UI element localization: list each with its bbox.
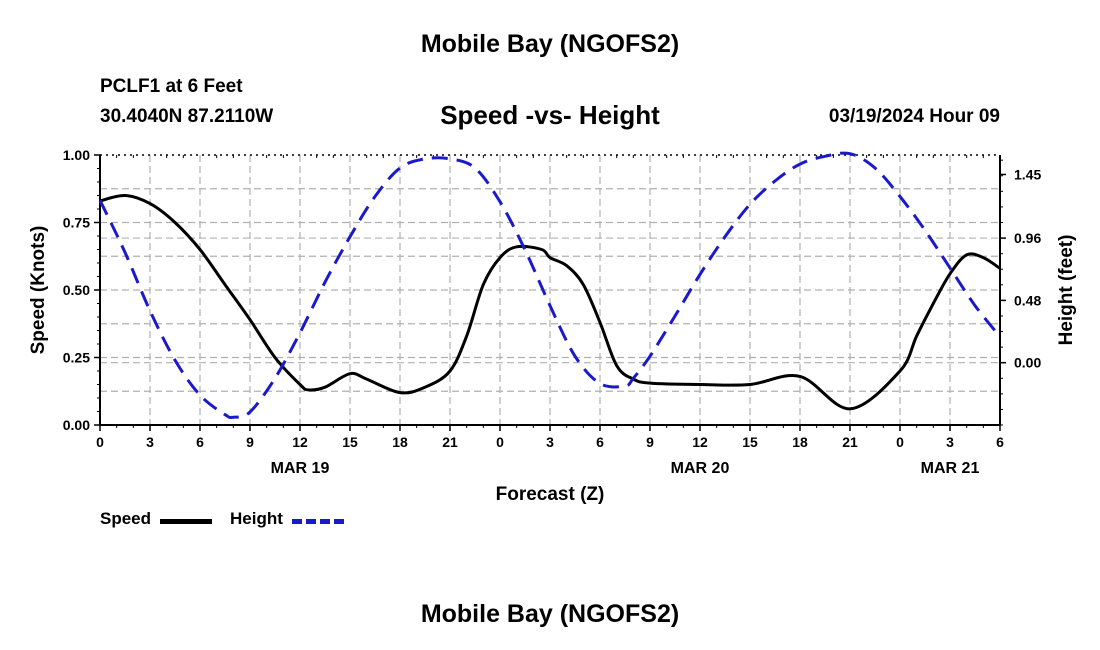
x-tick-label: 9 <box>646 434 654 450</box>
y2-tick-label: 1.45 <box>1014 166 1041 182</box>
forecast-datetime: 03/19/2024 Hour 09 <box>828 106 1000 127</box>
x-tick-label: 6 <box>596 434 604 450</box>
x-tick-label: 18 <box>792 434 808 450</box>
x-tick-label: 21 <box>442 434 458 450</box>
series-line-height <box>98 151 1002 420</box>
x-tick-label: 6 <box>996 434 1004 450</box>
x-tick-label: 15 <box>742 434 758 450</box>
y-tick-label: 0.50 <box>63 282 90 298</box>
x-axis-title: Forecast (Z) <box>496 484 605 505</box>
y-axis-title: Speed (Knots) <box>28 226 49 355</box>
day-label: MAR 21 <box>921 460 980 477</box>
chart-subtitle: Speed -vs- Height <box>440 100 660 130</box>
x-tick-label: 12 <box>692 434 708 450</box>
x-tick-label: 15 <box>342 434 358 450</box>
y-tick-label: 1.00 <box>63 147 90 163</box>
x-tick-label: 3 <box>546 434 554 450</box>
chart-bottom-title: Mobile Bay (NGOFS2) <box>420 600 680 628</box>
coordinates-label: 30.4040N 87.2110W <box>100 106 274 127</box>
day-label: MAR 19 <box>271 460 330 477</box>
x-tick-label: 3 <box>946 434 954 450</box>
x-tick-label: 3 <box>146 434 154 450</box>
x-tick-label: 21 <box>842 434 858 450</box>
legend-height-label: Height <box>230 509 283 528</box>
station-label: PCLF1 at 6 Feet <box>100 76 243 97</box>
x-tick-label: 9 <box>246 434 254 450</box>
y-tick-label: 0.25 <box>63 350 90 366</box>
y-tick-label: 0.00 <box>63 417 90 433</box>
legend-height-swatch <box>292 519 344 524</box>
x-tick-label: 0 <box>96 434 104 450</box>
x-tick-label: 12 <box>292 434 308 450</box>
y-tick-label: 0.75 <box>63 215 90 231</box>
legend-speed-label: Speed <box>100 509 152 528</box>
series-line-speed <box>99 193 1001 411</box>
legend-speed-swatch <box>160 519 212 524</box>
y2-tick-label: 0.00 <box>1014 355 1041 371</box>
x-tick-label: 18 <box>392 434 408 450</box>
x-tick-label: 6 <box>196 434 204 450</box>
x-tick-label: 0 <box>896 434 904 450</box>
y2-tick-label: 0.48 <box>1014 292 1041 308</box>
chart-top-title: Mobile Bay (NGOFS2) <box>420 30 680 58</box>
x-tick-label: 0 <box>496 434 504 450</box>
legend-height: Height <box>230 509 283 529</box>
day-label: MAR 20 <box>671 460 730 477</box>
y2-tick-label: 0.96 <box>1014 230 1041 246</box>
y2-axis-title: Height (feet) <box>1056 235 1077 346</box>
legend-speed: Speed <box>100 509 151 529</box>
